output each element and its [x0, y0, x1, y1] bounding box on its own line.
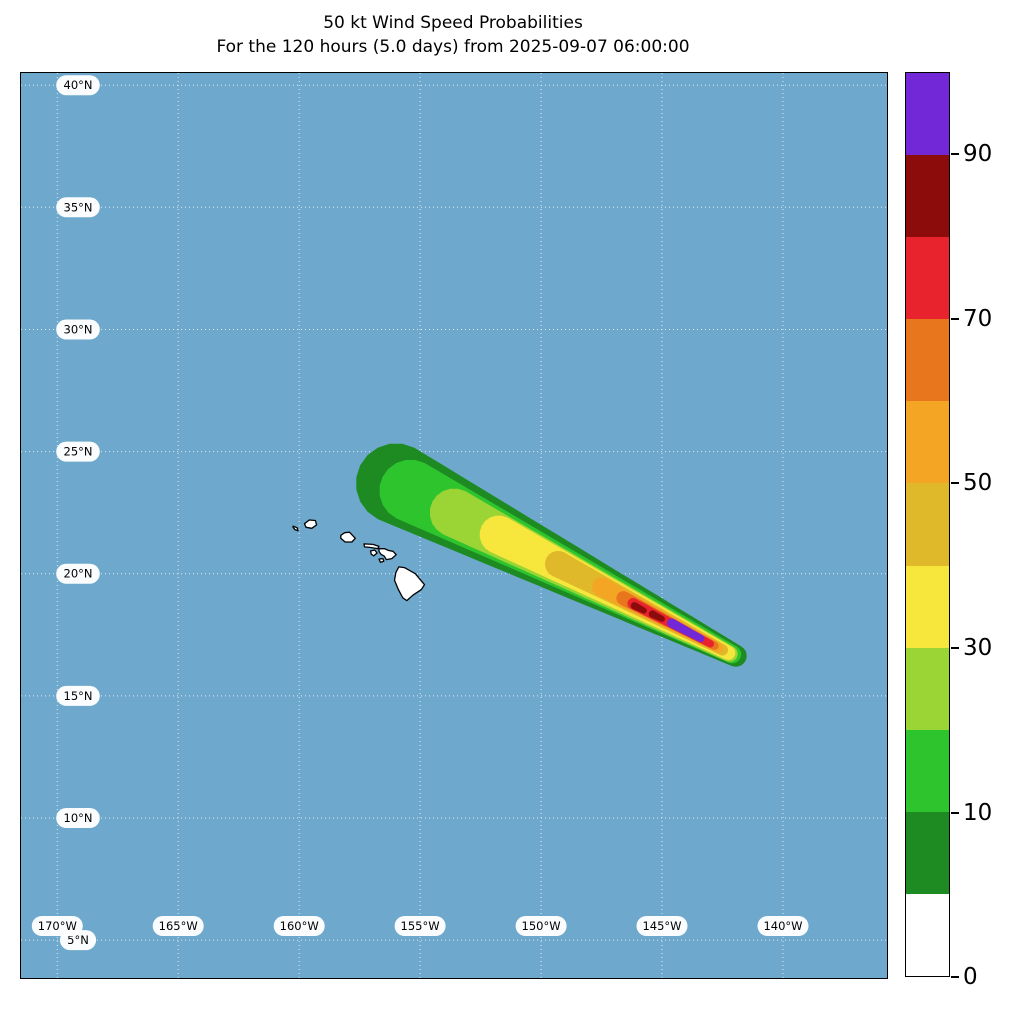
- lon-label-140-pill: [757, 916, 809, 936]
- lat-label-35-pill: [56, 197, 100, 218]
- lon-label-150-text: 150°W: [522, 919, 561, 933]
- colorbar-label-90: 90: [963, 141, 993, 168]
- lat-label-20-text: 20°N: [64, 567, 93, 581]
- title-line-1: 50 kt Wind Speed Probabilities: [323, 13, 583, 33]
- lat-label-20: 20°N: [56, 563, 100, 584]
- lon-label-165-pill: [152, 916, 204, 936]
- colorbar-segment-5-10: [906, 811, 949, 894]
- island-kahoolawe: [378, 557, 385, 563]
- colorbar-segment-20-30: [906, 647, 949, 730]
- colorbar-label-0: 0: [963, 964, 978, 990]
- lat-label-25-pill: [56, 441, 100, 462]
- colorbar-segment-60-70: [906, 319, 949, 402]
- island-kauai: [303, 519, 318, 529]
- lat-label-20-pill: [56, 563, 100, 584]
- colorbar-label-30: 30: [963, 634, 993, 661]
- lon-label-150: 150°W: [515, 916, 567, 936]
- colorbar-label-50: 50: [963, 470, 993, 497]
- colorbar-tick-10: [951, 811, 959, 814]
- colorbar-segment-50-60: [906, 401, 949, 484]
- lon-label-160-pill: [273, 916, 325, 936]
- colorbar-label-10: 10: [963, 799, 993, 826]
- lon-label-145-pill: [636, 916, 688, 936]
- lat-label-25-text: 25°N: [64, 445, 93, 459]
- lon-label-155-text: 155°W: [401, 919, 440, 933]
- colorbar-tick-50: [951, 482, 959, 485]
- lat-label-40: 40°N: [56, 75, 100, 96]
- lat-label-10: 10°N: [56, 808, 100, 828]
- probability-contour-80: [648, 610, 665, 622]
- colorbar-segment-90-100: [906, 73, 949, 156]
- colorbar: [905, 72, 950, 977]
- island-lanai: [369, 549, 378, 557]
- lon-label-155-pill: [394, 916, 446, 936]
- lat-label-10-text: 10°N: [64, 811, 93, 825]
- lon-label-170-text: 170°W: [38, 919, 77, 933]
- colorbar-segment-0-5: [906, 893, 949, 977]
- colorbar-tick-0: [951, 976, 959, 978]
- island-oahu: [340, 531, 356, 543]
- lat-label-10-pill: [56, 808, 100, 828]
- lat-label-30-text: 30°N: [64, 323, 93, 337]
- lat-label-40-text: 40°N: [64, 78, 93, 92]
- lon-label-170: 170°W: [31, 916, 83, 936]
- colorbar-tick-70: [951, 317, 959, 320]
- lat-label-5-text: 5°N: [67, 933, 89, 947]
- lat-label-35-text: 35°N: [64, 200, 93, 214]
- lat-label-25: 25°N: [56, 441, 100, 462]
- colorbar-tick-30: [951, 646, 959, 649]
- lat-label-30: 30°N: [56, 319, 100, 340]
- title-line-2: For the 120 hours (5.0 days) from 2025-0…: [216, 37, 690, 57]
- colorbar-segment-40-50: [906, 483, 949, 566]
- lon-label-150-pill: [515, 916, 567, 936]
- lon-label-140-text: 140°W: [763, 919, 802, 933]
- colorbar-segment-30-40: [906, 565, 949, 648]
- lon-label-165: 165°W: [152, 916, 204, 936]
- island-niihau: [292, 525, 299, 532]
- island-molokai: [363, 543, 380, 550]
- chart-title: 50 kt Wind Speed Probabilities For the 1…: [20, 11, 886, 59]
- island-maui: [378, 547, 397, 561]
- map-panel: 40°N 35°N 30°N 25°N 20°N 15°N 10°N 5°N 170°W 165°…: [20, 72, 888, 979]
- colorbar-tick-90: [951, 153, 959, 156]
- probability-contour-90: [667, 618, 705, 643]
- lat-label-15: 15°N: [56, 685, 100, 706]
- lon-label-145: 145°W: [636, 916, 688, 936]
- lat-label-15-text: 15°N: [64, 689, 93, 703]
- lon-label-160: 160°W: [273, 916, 325, 936]
- lon-label-140: 140°W: [757, 916, 809, 936]
- lon-label-170-pill: [31, 916, 83, 936]
- lat-label-15-pill: [56, 685, 100, 706]
- colorbar-label-70: 70: [963, 305, 993, 332]
- colorbar-segment-80-90: [906, 155, 949, 238]
- island-hawaii: [393, 566, 426, 602]
- lat-label-35: 35°N: [56, 197, 100, 218]
- colorbar-segment-10-20: [906, 729, 949, 812]
- lon-label-155: 155°W: [394, 916, 446, 936]
- lat-label-40-pill: [56, 75, 100, 96]
- probability-contour-80: [630, 602, 647, 614]
- lon-label-145-text: 145°W: [642, 919, 681, 933]
- lon-label-160-text: 160°W: [280, 919, 319, 933]
- lon-label-165-text: 165°W: [159, 919, 198, 933]
- lat-label-30-pill: [56, 319, 100, 340]
- colorbar-segment-70-80: [906, 237, 949, 320]
